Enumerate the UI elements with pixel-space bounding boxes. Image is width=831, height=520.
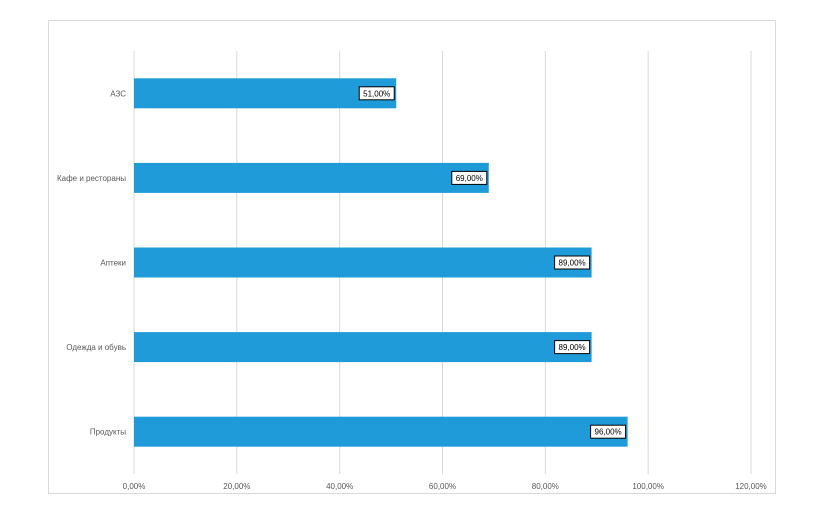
category-label: Кафе и рестораны [57,174,126,183]
data-label-box [590,424,627,439]
data-label-box [451,170,488,185]
x-axis-tick-labels: 0,00% 20,00% 40,00% 60,00% 80,00% 100,00% 120,… [123,482,767,491]
data-label-box [554,340,591,355]
bar [134,162,489,193]
x-tick-label: 20,00% [223,482,250,491]
data-label-box [554,255,591,270]
data-label: 96,00% [590,424,627,439]
data-label: 89,00% [554,255,591,270]
data-labels: 51,00% 69,00% 89,00% 89,00% 96,00% [358,86,627,439]
data-label: 51,00% [358,86,395,101]
bar-chart: АЗС Кафе и рестораны Аптеки Одежда и обувь П… [57,51,767,491]
category-label: Продукты [90,428,126,437]
x-tick-label: 80,00% [532,482,559,491]
data-label-box [358,86,395,101]
data-label: 89,00% [554,340,591,355]
bar [134,78,397,109]
data-label-text: 89,00% [559,259,586,268]
x-tick-label: 60,00% [429,482,456,491]
data-label-text: 96,00% [595,428,622,437]
x-tick-label: 0,00% [123,482,146,491]
data-label-text: 69,00% [456,174,483,183]
category-label: Аптеки [100,259,126,268]
data-label-text: 89,00% [559,343,586,352]
bar [134,416,628,447]
category-labels: АЗС Кафе и рестораны Аптеки Одежда и обувь П… [57,89,126,436]
bars [134,78,628,447]
category-label: АЗС [110,89,126,98]
bar [134,332,592,363]
x-tick-label: 100,00% [632,482,664,491]
category-label: Одежда и обувь [66,343,126,352]
bar [134,247,592,278]
chart-area: АЗС Кафе и рестораны Аптеки Одежда и обувь П… [48,20,776,494]
data-label-text: 51,00% [363,89,390,98]
x-tick-label: 40,00% [326,482,353,491]
x-tick-label: 120,00% [735,482,767,491]
data-label: 69,00% [451,170,488,185]
